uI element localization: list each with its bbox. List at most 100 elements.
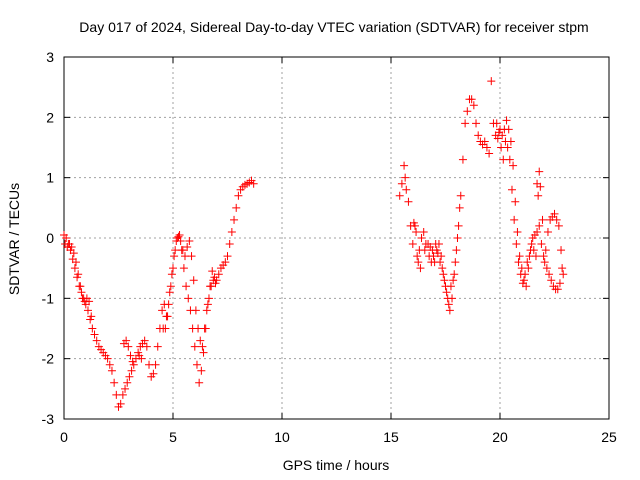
- data-point: [87, 312, 96, 321]
- data-point: [539, 252, 548, 261]
- data-point: [179, 264, 188, 273]
- data-point: [485, 149, 494, 158]
- data-point: [123, 378, 132, 387]
- data-point: [511, 197, 520, 206]
- data-point: [433, 249, 442, 258]
- data-point: [223, 252, 232, 261]
- data-point: [153, 342, 162, 351]
- y-tick-label: 2: [46, 109, 54, 125]
- y-tick-label: -1: [42, 290, 55, 306]
- data-point: [523, 258, 532, 267]
- data-point: [198, 342, 207, 351]
- data-point: [429, 252, 438, 261]
- x-tick-label: 25: [601, 429, 617, 445]
- data-point: [92, 336, 101, 345]
- data-point: [467, 95, 476, 104]
- data-point: [208, 267, 217, 276]
- data-point: [124, 342, 133, 351]
- data-point: [183, 243, 192, 252]
- data-point: [402, 185, 411, 194]
- data-point: [207, 282, 216, 291]
- data-point: [555, 279, 564, 288]
- data-point: [451, 258, 460, 267]
- data-point: [518, 279, 527, 288]
- data-point: [77, 288, 86, 297]
- data-point: [501, 137, 510, 146]
- data-point: [452, 246, 461, 255]
- x-tick-label: 20: [492, 429, 508, 445]
- data-point: [404, 197, 413, 206]
- data-point: [536, 182, 545, 191]
- grid: [64, 57, 609, 419]
- data-point: [541, 246, 550, 255]
- data-point: [83, 306, 92, 315]
- x-tick-label: 0: [60, 429, 68, 445]
- data-point: [524, 264, 533, 273]
- data-point: [469, 101, 478, 110]
- y-tick-label: 0: [46, 230, 54, 246]
- data-point: [416, 264, 425, 273]
- data-point: [121, 384, 130, 393]
- data-point: [431, 240, 440, 249]
- data-point: [110, 378, 119, 387]
- data-point: [442, 288, 451, 297]
- data-point: [503, 143, 512, 152]
- data-point: [414, 258, 423, 267]
- data-point: [534, 191, 543, 200]
- data-point: [458, 155, 467, 164]
- y-axis-label: SDTVAR / TECUs: [6, 183, 22, 295]
- data-point: [76, 282, 85, 291]
- data-point: [474, 131, 483, 140]
- data-point: [440, 276, 449, 285]
- data-point: [200, 324, 209, 333]
- data-point: [191, 306, 200, 315]
- y-tick-label: 3: [46, 49, 54, 65]
- data-point: [514, 258, 523, 267]
- data-point: [161, 324, 170, 333]
- data-point: [482, 143, 491, 152]
- data-point: [107, 366, 116, 375]
- data-point: [408, 240, 417, 249]
- data-point: [558, 264, 567, 273]
- data-point: [62, 234, 71, 242]
- data-point: [455, 203, 464, 212]
- data-point: [409, 218, 418, 227]
- data-point: [195, 378, 204, 387]
- data-point: [515, 252, 524, 261]
- data-point: [67, 243, 76, 252]
- data-point: [189, 276, 198, 285]
- data-point: [178, 246, 187, 255]
- data-point: [196, 336, 205, 345]
- data-point: [547, 276, 556, 285]
- data-point: [74, 270, 83, 279]
- data-point: [166, 282, 175, 291]
- data-point: [448, 294, 457, 303]
- y-tick-label: -3: [42, 411, 55, 427]
- data-point: [164, 300, 173, 309]
- data-point: [103, 354, 112, 363]
- data-point: [545, 270, 554, 279]
- data-point: [401, 173, 410, 182]
- data-point: [538, 215, 547, 224]
- data-point: [444, 300, 453, 309]
- data-point: [535, 167, 544, 176]
- data-point: [221, 258, 230, 267]
- data-point: [204, 294, 213, 303]
- data-point: [553, 285, 562, 294]
- data-point: [214, 270, 223, 279]
- data-point: [531, 252, 540, 261]
- data-point: [502, 116, 511, 125]
- data-point: [454, 221, 463, 230]
- data-point: [552, 215, 561, 224]
- data-point: [537, 240, 546, 249]
- data-point: [513, 227, 522, 236]
- data-point: [163, 312, 172, 321]
- chart-title: Day 017 of 2024, Sidereal Day-to-day VTE…: [79, 19, 588, 35]
- data-point: [211, 279, 220, 288]
- data-point: [505, 155, 514, 164]
- data-point: [165, 288, 174, 297]
- data-point: [151, 360, 160, 369]
- data-point: [85, 297, 94, 306]
- data-point: [456, 191, 465, 200]
